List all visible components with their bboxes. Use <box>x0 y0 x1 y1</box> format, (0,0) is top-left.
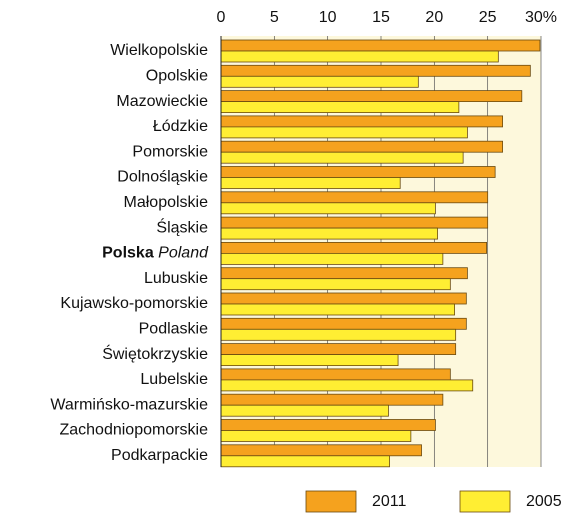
bar <box>220 126 468 139</box>
bar <box>220 328 457 341</box>
bar <box>220 191 489 204</box>
legend-swatch <box>459 490 511 513</box>
bar <box>220 50 499 63</box>
y-tick-label: Łódzkie <box>153 118 208 135</box>
y-tick-label: Opolskie <box>146 68 208 85</box>
bar <box>220 379 474 392</box>
bar <box>220 166 496 178</box>
bar <box>220 64 531 77</box>
y-tick-label: Zachodniopomorskie <box>59 422 208 439</box>
bar <box>220 101 460 113</box>
category-translation: Poland <box>158 245 209 262</box>
x-tick-label: 5 <box>270 9 279 26</box>
x-tick-label: 30% <box>525 9 557 26</box>
category-bold: Polska <box>102 245 154 262</box>
bar <box>220 317 467 330</box>
bar <box>220 404 389 417</box>
bar <box>220 278 451 291</box>
legend-label: 2011 <box>372 493 407 510</box>
y-tick-label: Podkarpackie <box>111 447 208 464</box>
bar <box>220 455 390 468</box>
bar <box>220 90 523 102</box>
x-tick-label: 25 <box>479 9 497 26</box>
bar <box>220 216 489 229</box>
bar <box>220 354 399 367</box>
bar <box>220 39 541 52</box>
bar <box>220 444 422 457</box>
y-tick-label: Kujawsko-pomorskie <box>60 295 208 312</box>
bar <box>220 419 436 431</box>
bar <box>220 115 504 128</box>
bar <box>220 75 419 88</box>
bar <box>220 430 412 442</box>
y-tick-label: Świętokrzyskie <box>102 344 208 363</box>
x-tick-label: 0 <box>217 9 226 26</box>
y-tick-label: Wielkopolskie <box>110 42 208 59</box>
y-tick-label: Lubelskie <box>140 371 208 388</box>
legend-label: 2005 <box>526 493 562 510</box>
y-tick-label: Podlaskie <box>139 321 208 338</box>
x-tick-label: 10 <box>319 9 337 26</box>
bar <box>220 252 444 265</box>
bar <box>220 393 444 406</box>
bar <box>220 241 488 254</box>
y-tick-label: Pomorskie <box>132 143 208 160</box>
bar <box>220 303 456 316</box>
bar <box>220 343 457 356</box>
x-tick-label: 20 <box>425 9 443 26</box>
x-tick-label: 15 <box>372 9 390 26</box>
y-tick-label: Dolnośląskie <box>117 169 208 186</box>
bar <box>220 368 451 381</box>
y-tick-label: Lubuskie <box>144 270 208 287</box>
bar <box>220 140 504 153</box>
y-tick-label: Małopolskie <box>124 194 209 211</box>
bar <box>220 177 401 189</box>
y-tick-label: Warmińsko-mazurskie <box>50 396 208 413</box>
bar <box>220 151 464 164</box>
y-tick-label: Polska Poland <box>102 245 209 262</box>
bar <box>220 292 467 305</box>
bar <box>220 267 468 280</box>
bar <box>220 227 438 240</box>
bar <box>220 202 436 215</box>
y-tick-label: Śląskie <box>156 217 208 236</box>
legend-swatch <box>305 490 357 513</box>
y-tick-label: Mazowieckie <box>116 93 208 110</box>
